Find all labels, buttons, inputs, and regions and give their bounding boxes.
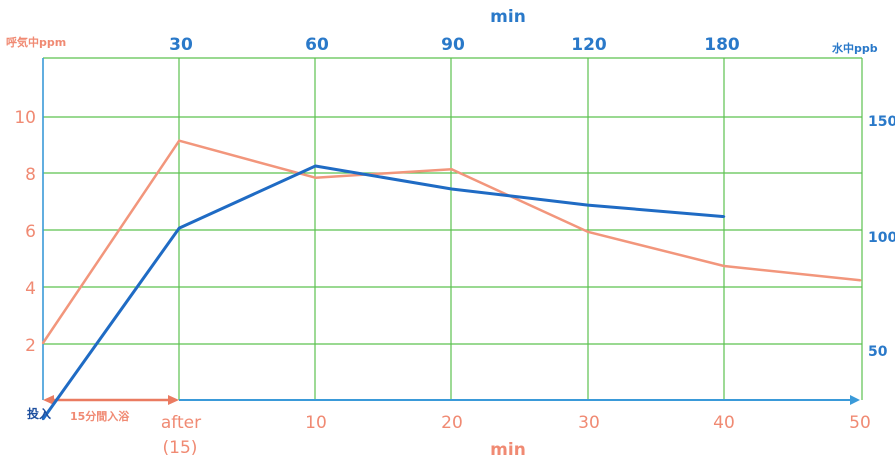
left-tick-label: 2 bbox=[25, 336, 36, 356]
data-point bbox=[586, 203, 589, 207]
data-point bbox=[41, 341, 45, 345]
top-tick-label: 180 bbox=[704, 35, 740, 55]
left-tick-label: 4 bbox=[25, 279, 36, 299]
right-tick-label: 150 bbox=[868, 114, 895, 130]
data-point bbox=[450, 187, 453, 191]
bath-span-arrow-right bbox=[168, 395, 179, 405]
bottom-tick-label: 30 bbox=[578, 413, 600, 433]
right-tick-label: 50 bbox=[868, 344, 888, 360]
data-point bbox=[178, 226, 181, 230]
bath-duration-label: 15分間入浴 bbox=[70, 409, 130, 423]
series-layer bbox=[41, 139, 862, 421]
bottom-tick-label: 40 bbox=[713, 413, 735, 433]
left-tick-label: 6 bbox=[25, 222, 36, 242]
top-tick-label: 30 bbox=[169, 35, 193, 55]
top-tick-label: 60 bbox=[305, 35, 329, 55]
left-axis-title: 呼気中ppm bbox=[6, 35, 66, 49]
bottom-axis-arrow bbox=[850, 395, 860, 405]
data-point bbox=[450, 168, 453, 171]
bottom-tick-sublabel: (15) bbox=[163, 438, 198, 458]
left-tick-label: 8 bbox=[25, 165, 36, 185]
left-tick-label: 10 bbox=[14, 108, 36, 128]
top-tick-label: 90 bbox=[441, 35, 465, 55]
data-point bbox=[314, 164, 317, 168]
data-point bbox=[41, 417, 45, 421]
data-point bbox=[722, 264, 726, 268]
series-line-water-ppb bbox=[41, 164, 725, 420]
data-point bbox=[314, 176, 317, 179]
top-tick-label: 120 bbox=[571, 35, 607, 55]
bottom-tick-label: after bbox=[161, 413, 201, 433]
data-point bbox=[722, 215, 726, 218]
right-tick-label: 100 bbox=[868, 230, 895, 246]
start-label: 投入 bbox=[27, 406, 51, 421]
bottom-tick-label: 50 bbox=[849, 413, 871, 433]
right-axis-title: 水中ppb bbox=[832, 41, 878, 55]
bottom-axis-title: min bbox=[490, 440, 526, 460]
data-point bbox=[586, 230, 589, 233]
bottom-tick-label: 10 bbox=[305, 413, 327, 433]
data-point bbox=[859, 279, 862, 282]
data-point bbox=[178, 139, 181, 142]
gridlines bbox=[42, 57, 863, 400]
bottom-axis bbox=[43, 395, 860, 405]
bath-span-arrow-left bbox=[43, 395, 54, 405]
top-axis-title: min bbox=[490, 7, 526, 27]
bottom-tick-label: 20 bbox=[441, 413, 463, 433]
